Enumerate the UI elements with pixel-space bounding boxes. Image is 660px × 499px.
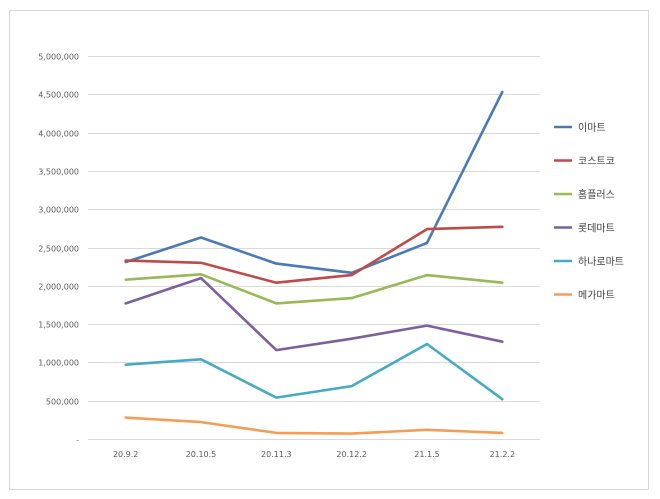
y-tick-label: - [76, 436, 79, 445]
series-line [124, 272, 504, 305]
legend-label: 롯데마트 [578, 223, 615, 235]
series-lines [124, 90, 504, 435]
y-tick-label: 5,000,000 [38, 53, 79, 62]
gridlines [88, 56, 540, 440]
y-tick-label: 3,000,000 [38, 206, 79, 215]
legend-label: 하나로마트 [578, 255, 624, 268]
chart-area [9, 10, 649, 490]
x-tick-label: 20.9.2 [113, 450, 138, 459]
y-tick-label: 1,000,000 [38, 359, 79, 368]
legend-label: 이마트 [578, 122, 606, 134]
y-tick-label: 500,000 [46, 398, 79, 407]
x-tick-label: 20.11.3 [261, 450, 292, 459]
y-tick-label: 2,500,000 [38, 245, 79, 254]
y-tick-label: 1,500,000 [38, 321, 79, 330]
series-line [124, 90, 504, 275]
x-axis-tick-labels: 20.9.2 20.10.5 20.11.3 20.12.2 21.1.5 21.2.2 [113, 450, 515, 459]
series-line [124, 225, 504, 285]
y-tick-label: 2,000,000 [38, 283, 79, 292]
legend-label: 코스트코 [578, 156, 615, 168]
x-tick-label: 21.2.2 [490, 450, 515, 459]
y-axis-tick-labels: - 500,000 1,000,000 1,500,000 2,000,000 2,500… [38, 53, 79, 445]
legend-label: 홈플러스 [578, 188, 615, 201]
series-line [124, 276, 504, 352]
y-tick-label: 4,500,000 [38, 91, 79, 100]
x-tick-label: 20.10.5 [186, 450, 217, 459]
legend-label: 메가마트 [578, 290, 615, 302]
series-line [124, 342, 504, 401]
y-tick-label: 4,000,000 [38, 130, 79, 139]
y-tick-label: 3,500,000 [38, 168, 79, 177]
x-tick-label: 21.1.5 [414, 450, 439, 459]
series-line [124, 416, 504, 435]
x-tick-label: 20.12.2 [336, 450, 367, 459]
